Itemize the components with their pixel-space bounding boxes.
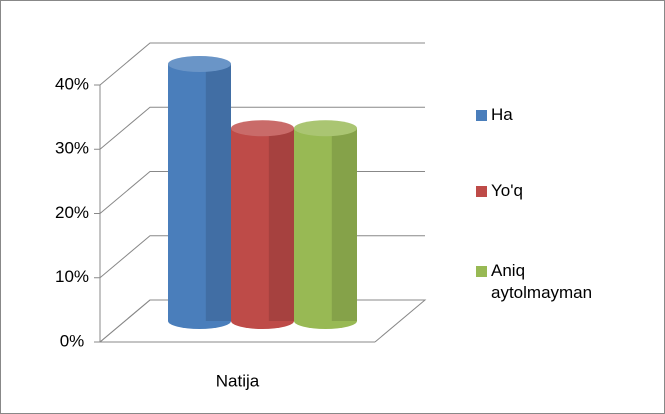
y-tick-label: 0% (60, 331, 85, 350)
cylinder-body (294, 128, 357, 321)
legend-label: Aniq aytolmayman (491, 261, 593, 302)
cylinder-top (294, 120, 357, 137)
legend-item: Yo'q (476, 180, 626, 202)
cylinder-body (168, 64, 231, 321)
y-tick-label: 30% (55, 139, 89, 158)
cylinder-shade (268, 128, 294, 321)
y-tick-label: 40% (55, 74, 89, 93)
cylinder-shade (205, 64, 231, 321)
legend-item: Ha (476, 104, 626, 126)
cylinder-top (231, 120, 294, 137)
legend-item: Aniq aytolmayman (476, 260, 626, 304)
legend-swatch (476, 186, 487, 197)
cylinder-top-shine (231, 120, 294, 137)
cylinder-body (231, 128, 294, 321)
grid-line (99, 106, 425, 150)
grid-line (99, 42, 425, 86)
cylinder-top-shine (294, 120, 357, 137)
x-tick-label: Natija (216, 371, 260, 390)
y-tick-label: 20% (55, 203, 89, 222)
legend-label: Yo'q (491, 181, 523, 200)
legend-swatch (476, 110, 487, 121)
y-tick-label: 10% (55, 267, 89, 286)
legend-swatch (476, 266, 487, 277)
cylinder-top (168, 56, 231, 72)
cylinder-top-shine (168, 56, 231, 72)
legend-label: Ha (491, 105, 513, 124)
cylinder-shade (331, 128, 357, 321)
